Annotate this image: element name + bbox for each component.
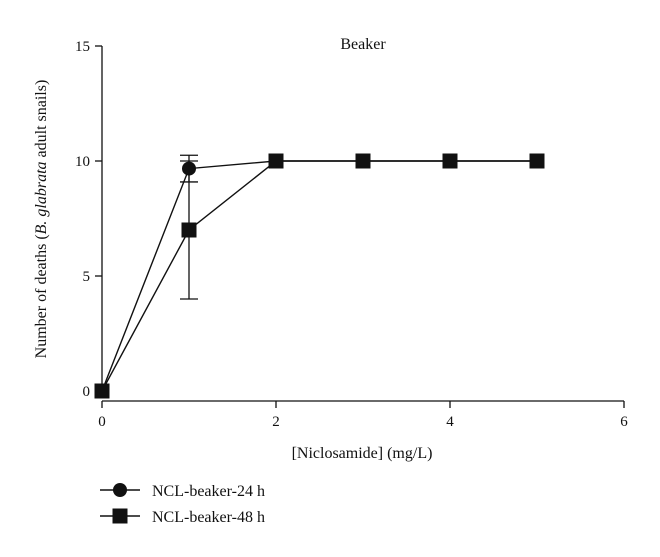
series-48h [94,153,545,399]
x-axis-label: [Niclosamide] (mg/L) [292,445,433,462]
y-ticks: 0 5 10 15 [75,39,102,400]
data-point-square [529,153,545,169]
plot-area [94,153,545,399]
legend-marker-circle [113,483,127,497]
data-point-square [94,383,110,399]
x-axis: 0 2 4 6 [98,400,628,430]
legend-label: NCL-beaker-48 h [152,509,265,526]
series-24h [95,154,544,398]
series-line [101,160,537,392]
data-point-square [181,222,197,238]
y-axis: 0 5 10 15 [75,39,103,400]
y-axis-label-italic: B. glabrata [33,161,50,234]
x-tick-label: 0 [98,414,106,430]
y-tick-label: 0 [83,384,91,400]
data-point-square [442,153,458,169]
x-tick-label: 4 [446,414,454,430]
x-ticks: 0 2 4 6 [98,401,628,430]
legend: NCL-beaker-24 h NCL-beaker-48 h [100,483,265,526]
legend-item: NCL-beaker-48 h [100,508,265,526]
legend-item: NCL-beaker-24 h [100,483,265,500]
y-tick-label: 5 [83,269,91,285]
y-axis-label: Number of deaths (B. glabrata adult snai… [33,80,50,359]
data-point-square [355,153,371,169]
y-axis-label-suffix: adult snails) [33,80,50,162]
y-axis-label-prefix: Number of deaths ( [33,234,50,358]
chart-title: Beaker [340,36,386,53]
legend-marker-square [112,508,128,524]
y-tick-label: 10 [75,154,90,170]
y-tick-label: 15 [75,39,90,55]
series-line [101,160,537,392]
x-tick-label: 2 [272,414,280,430]
data-point-square [268,153,284,169]
x-tick-label: 6 [620,414,628,430]
legend-label: NCL-beaker-24 h [152,483,265,500]
